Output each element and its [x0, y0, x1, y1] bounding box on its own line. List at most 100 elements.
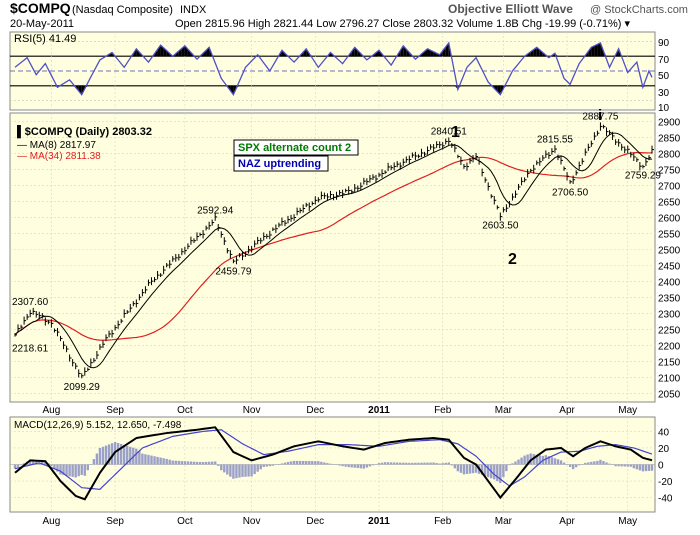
- macd-hist-bar: [329, 464, 331, 465]
- macd-hist-bar: [566, 465, 568, 466]
- macd-tick-label: 20: [658, 444, 670, 455]
- macd-hist-bar: [384, 462, 386, 464]
- macd-hist-bar: [81, 465, 83, 475]
- macd-hist-bar: [451, 465, 453, 466]
- rsi-tick-label: 50: [658, 71, 670, 82]
- macd-hist-bar: [387, 462, 389, 464]
- macd-hist-bar: [223, 465, 225, 473]
- macd-hist-bar: [511, 463, 513, 464]
- chart-date: 20-May-2011: [10, 18, 74, 30]
- macd-hist-bar: [572, 465, 574, 470]
- macd-hist-bar: [620, 465, 622, 467]
- month-label: 2011: [368, 405, 390, 416]
- macd-hist-bar: [636, 465, 638, 470]
- macd-hist-bar: [369, 465, 371, 467]
- month-label: Sep: [106, 405, 124, 416]
- macd-hist-bar: [326, 463, 328, 464]
- spx-count-text: SPX alternate count 2: [238, 142, 351, 154]
- macd-hist-bar: [296, 461, 298, 465]
- macd-hist-bar: [642, 465, 644, 472]
- macd-hist-bar: [432, 463, 434, 465]
- price-tick-label: 2600: [658, 213, 681, 224]
- macd-hist-bar: [299, 461, 301, 465]
- macd-hist-bar: [378, 463, 380, 464]
- macd-hist-bar: [193, 462, 195, 465]
- macd-hist-bar: [611, 465, 613, 466]
- macd-hist-bar: [275, 465, 277, 466]
- macd-hist-bar: [165, 459, 167, 465]
- macd-hist-bar: [253, 465, 255, 475]
- price-annotation: 2603.50: [482, 220, 519, 231]
- macd-hist-bar: [172, 461, 174, 465]
- macd-hist-bar: [317, 461, 319, 464]
- price-annotation: 2840.51: [431, 126, 468, 137]
- price-tick-label: 2400: [658, 278, 681, 289]
- macd-hist-bar: [17, 465, 19, 467]
- wave-1-label: 1: [451, 124, 460, 141]
- legend-series: ▌$COMPQ (Daily) 2803.32: [17, 124, 152, 139]
- macd-hist-bar: [645, 465, 647, 472]
- macd-hist-bar: [602, 461, 604, 464]
- price-tick-label: 2150: [658, 358, 681, 369]
- macd-hist-bar: [429, 463, 431, 465]
- macd-hist-bar: [587, 462, 589, 464]
- macd-hist-bar: [138, 451, 140, 464]
- rsi-overbought-fill: [597, 43, 600, 56]
- macd-hist-bar: [420, 463, 422, 465]
- macd-hist-bar: [366, 465, 368, 468]
- macd-hist-bar: [190, 462, 192, 465]
- macd-hist-bar: [323, 462, 325, 464]
- macd-hist-bar: [614, 465, 616, 467]
- price-tick-label: 2550: [658, 229, 681, 240]
- price-annotation: 2307.60: [12, 297, 49, 308]
- macd-label: MACD(12,26,9) 5.152, 12.650, -7.498: [14, 420, 182, 431]
- macd-hist-bar: [217, 465, 219, 466]
- month-label: Apr: [559, 516, 575, 527]
- price-annotation: 2099.29: [64, 382, 101, 393]
- month-label: Feb: [434, 405, 452, 416]
- macd-hist-bar: [256, 465, 258, 472]
- rsi-panel: 90 70 50 30 10 RSI(5) 41.49: [10, 32, 670, 114]
- macd-hist-bar: [68, 465, 70, 477]
- month-label: Feb: [434, 516, 452, 527]
- macd-hist-bar: [247, 465, 249, 477]
- price-annotation: 2592.94: [197, 206, 234, 217]
- macd-hist-bar: [93, 459, 95, 464]
- month-label: 2011: [368, 516, 390, 527]
- month-label: Nov: [243, 516, 261, 527]
- macd-hist-bar: [320, 462, 322, 465]
- macd-hist-bar: [344, 465, 346, 467]
- macd-tick-label: 0: [658, 461, 664, 472]
- macd-hist-bar: [266, 465, 268, 467]
- macd-hist-bar: [117, 443, 119, 465]
- macd-hist-bar: [302, 461, 304, 465]
- macd-hist-bar: [630, 465, 632, 467]
- price-tick-label: 2100: [658, 374, 681, 385]
- macd-hist-bar: [244, 465, 246, 477]
- macd-hist-bar: [84, 465, 86, 476]
- macd-hist-bar: [199, 462, 201, 465]
- macd-hist-bar: [87, 465, 89, 471]
- macd-hist-bar: [357, 465, 359, 469]
- macd-hist-bar: [390, 462, 392, 464]
- macd-hist-bar: [135, 449, 137, 465]
- price-tick-label: 2750: [658, 165, 681, 176]
- macd-hist-bar: [569, 465, 571, 467]
- month-label: Aug: [43, 516, 61, 527]
- macd-hist-bar: [308, 461, 310, 464]
- price-tick-label: 2050: [658, 390, 681, 401]
- macd-hist-bar: [372, 465, 374, 466]
- macd-hist-bar: [633, 465, 635, 469]
- macd-hist-bar: [551, 457, 553, 464]
- month-label: Apr: [559, 405, 575, 416]
- macd-hist-bar: [226, 465, 228, 475]
- macd-hist-bar: [648, 465, 650, 471]
- month-label: Dec: [306, 516, 324, 527]
- macd-hist-bar: [554, 458, 556, 464]
- price-tick-label: 2200: [658, 342, 681, 353]
- macd-hist-bar: [229, 465, 231, 477]
- macd-hist-bar: [505, 465, 507, 472]
- macd-hist-bar: [129, 447, 131, 465]
- price-tick-label: 2900: [658, 117, 681, 128]
- macd-hist-bar: [469, 465, 471, 474]
